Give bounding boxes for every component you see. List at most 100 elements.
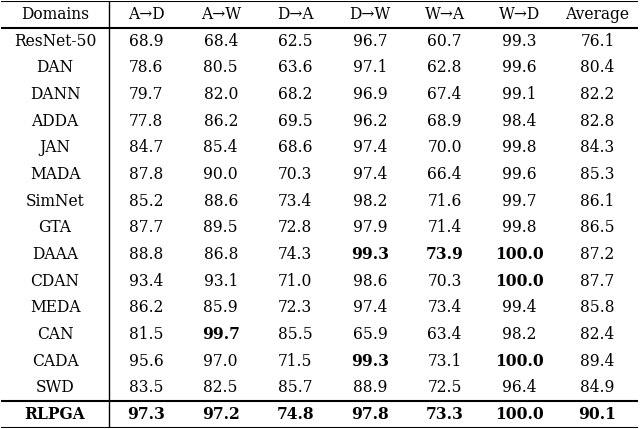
Text: 88.8: 88.8 <box>129 246 163 263</box>
Text: 65.9: 65.9 <box>353 326 387 343</box>
Text: 72.3: 72.3 <box>278 299 312 316</box>
Text: 81.5: 81.5 <box>129 326 163 343</box>
Text: 97.8: 97.8 <box>351 406 389 423</box>
Text: Average: Average <box>566 6 630 23</box>
Text: 72.5: 72.5 <box>428 379 462 396</box>
Text: 82.4: 82.4 <box>580 326 614 343</box>
Text: W→A: W→A <box>424 6 465 23</box>
Text: 71.6: 71.6 <box>428 193 462 210</box>
Text: 70.3: 70.3 <box>278 166 312 183</box>
Text: ADDA: ADDA <box>31 113 79 130</box>
Text: 66.4: 66.4 <box>428 166 462 183</box>
Text: 73.9: 73.9 <box>426 246 463 263</box>
Text: 73.4: 73.4 <box>278 193 312 210</box>
Text: Domains: Domains <box>21 6 89 23</box>
Text: 68.6: 68.6 <box>278 139 312 157</box>
Text: 86.2: 86.2 <box>129 299 163 316</box>
Text: 100.0: 100.0 <box>495 246 543 263</box>
Text: 85.8: 85.8 <box>580 299 615 316</box>
Text: 97.4: 97.4 <box>353 299 387 316</box>
Text: A→D: A→D <box>128 6 164 23</box>
Text: 98.4: 98.4 <box>502 113 536 130</box>
Text: 93.1: 93.1 <box>204 272 238 290</box>
Text: 62.5: 62.5 <box>278 33 313 50</box>
Text: DAN: DAN <box>36 60 74 76</box>
Text: 86.2: 86.2 <box>204 113 238 130</box>
Text: 98.2: 98.2 <box>502 326 536 343</box>
Text: 70.0: 70.0 <box>428 139 462 157</box>
Text: 97.4: 97.4 <box>353 139 387 157</box>
Text: 87.7: 87.7 <box>580 272 614 290</box>
Text: 99.4: 99.4 <box>502 299 536 316</box>
Text: 84.3: 84.3 <box>580 139 614 157</box>
Text: 88.6: 88.6 <box>204 193 238 210</box>
Text: 62.8: 62.8 <box>428 60 462 76</box>
Text: 79.7: 79.7 <box>129 86 163 103</box>
Text: A→W: A→W <box>201 6 241 23</box>
Text: ResNet-50: ResNet-50 <box>14 33 96 50</box>
Text: CAN: CAN <box>36 326 74 343</box>
Text: 86.5: 86.5 <box>580 219 615 236</box>
Text: 100.0: 100.0 <box>495 353 543 369</box>
Text: 70.3: 70.3 <box>428 272 462 290</box>
Text: 99.6: 99.6 <box>502 166 536 183</box>
Text: 87.2: 87.2 <box>580 246 614 263</box>
Text: 99.7: 99.7 <box>202 326 239 343</box>
Text: 68.2: 68.2 <box>278 86 312 103</box>
Text: 99.8: 99.8 <box>502 219 536 236</box>
Text: 69.5: 69.5 <box>278 113 313 130</box>
Text: 68.9: 68.9 <box>428 113 462 130</box>
Text: 99.6: 99.6 <box>502 60 536 76</box>
Text: CDAN: CDAN <box>31 272 79 290</box>
Text: 77.8: 77.8 <box>129 113 163 130</box>
Text: 90.0: 90.0 <box>204 166 238 183</box>
Text: 99.8: 99.8 <box>502 139 536 157</box>
Text: MEDA: MEDA <box>30 299 81 316</box>
Text: 63.4: 63.4 <box>428 326 462 343</box>
Text: 80.4: 80.4 <box>580 60 615 76</box>
Text: 85.3: 85.3 <box>580 166 615 183</box>
Text: 80.5: 80.5 <box>204 60 238 76</box>
Text: GTA: GTA <box>38 219 72 236</box>
Text: 73.1: 73.1 <box>428 353 461 369</box>
Text: 83.5: 83.5 <box>129 379 163 396</box>
Text: 87.8: 87.8 <box>129 166 163 183</box>
Text: 73.4: 73.4 <box>428 299 461 316</box>
Text: 82.8: 82.8 <box>580 113 614 130</box>
Text: 85.5: 85.5 <box>278 326 313 343</box>
Text: 97.9: 97.9 <box>353 219 387 236</box>
Text: 96.7: 96.7 <box>353 33 387 50</box>
Text: 96.2: 96.2 <box>353 113 387 130</box>
Text: MADA: MADA <box>30 166 81 183</box>
Text: 85.4: 85.4 <box>204 139 238 157</box>
Text: D→W: D→W <box>349 6 390 23</box>
Text: 99.7: 99.7 <box>502 193 536 210</box>
Text: 74.8: 74.8 <box>276 406 314 423</box>
Text: 97.3: 97.3 <box>127 406 165 423</box>
Text: 78.6: 78.6 <box>129 60 163 76</box>
Text: 99.3: 99.3 <box>351 246 389 263</box>
Text: 85.7: 85.7 <box>278 379 312 396</box>
Text: 97.1: 97.1 <box>353 60 387 76</box>
Text: 76.1: 76.1 <box>580 33 615 50</box>
Text: 71.0: 71.0 <box>278 272 312 290</box>
Text: 93.4: 93.4 <box>129 272 163 290</box>
Text: 99.3: 99.3 <box>351 353 389 369</box>
Text: 99.3: 99.3 <box>502 33 536 50</box>
Text: 100.0: 100.0 <box>495 272 543 290</box>
Text: 71.5: 71.5 <box>278 353 312 369</box>
Text: 63.6: 63.6 <box>278 60 312 76</box>
Text: 85.9: 85.9 <box>204 299 238 316</box>
Text: 89.4: 89.4 <box>580 353 615 369</box>
Text: 72.8: 72.8 <box>278 219 312 236</box>
Text: D→A: D→A <box>277 6 314 23</box>
Text: 100.0: 100.0 <box>495 406 543 423</box>
Text: 90.1: 90.1 <box>579 406 616 423</box>
Text: 97.0: 97.0 <box>204 353 238 369</box>
Text: 89.5: 89.5 <box>204 219 238 236</box>
Text: 84.9: 84.9 <box>580 379 615 396</box>
Text: 74.3: 74.3 <box>278 246 312 263</box>
Text: 60.7: 60.7 <box>428 33 462 50</box>
Text: 98.6: 98.6 <box>353 272 387 290</box>
Text: 82.0: 82.0 <box>204 86 238 103</box>
